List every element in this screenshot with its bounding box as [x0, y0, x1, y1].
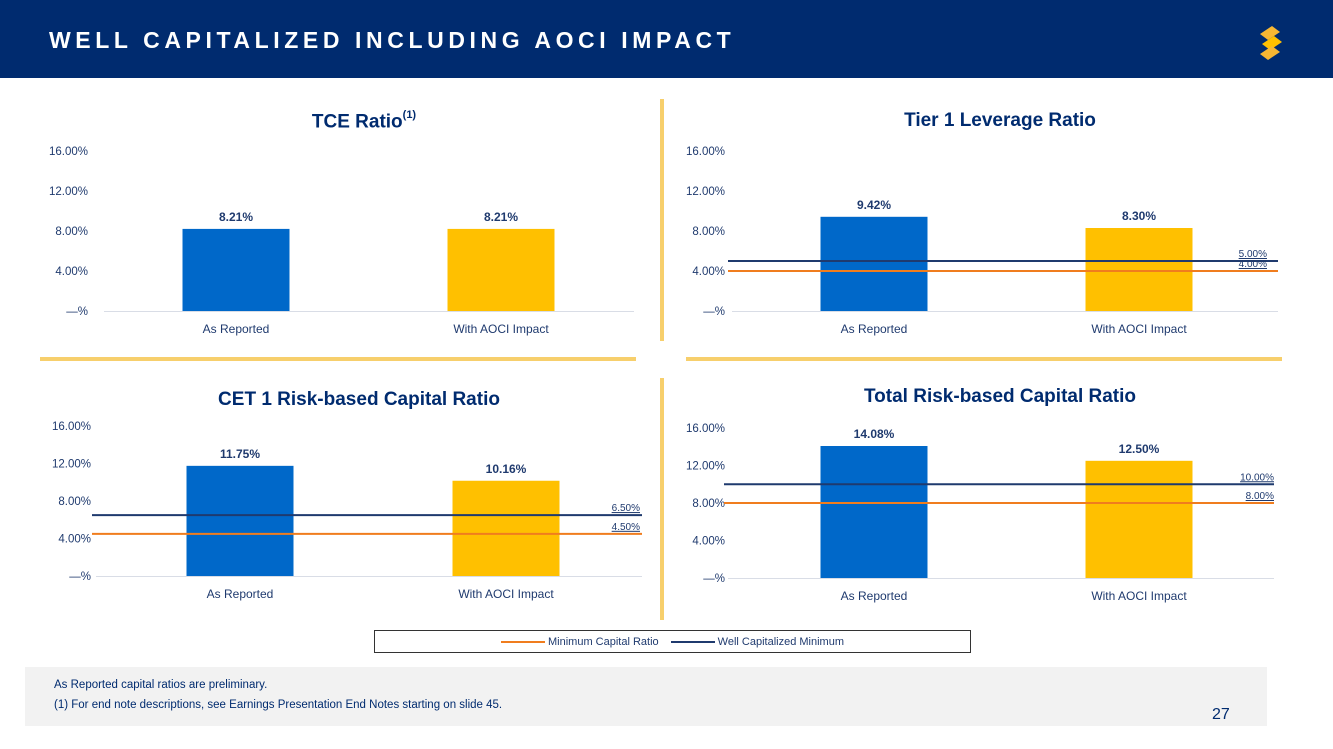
x-tick-label: With AOCI Impact — [1091, 589, 1187, 603]
y-tick-label: 4.00% — [692, 536, 725, 548]
footnote-end-notes: (1) For end note descriptions, see Earni… — [54, 699, 503, 711]
y-tick-label: 16.00% — [686, 146, 725, 158]
x-tick-label: As Reported — [207, 587, 274, 601]
chart-title: Tier 1 Leverage Ratio — [904, 110, 1096, 131]
y-tick-label: —% — [703, 306, 725, 318]
x-tick-label: As Reported — [203, 322, 270, 336]
legend-item-minimum: Minimum Capital Ratio — [501, 636, 659, 648]
y-tick-label: 4.00% — [55, 266, 88, 278]
minimum-capital-label: 8.00% — [1246, 491, 1274, 502]
y-tick-label: 12.00% — [52, 459, 91, 471]
vertical-divider-bottom — [660, 378, 664, 620]
data-label: 14.08% — [854, 427, 895, 441]
footer-notes: As Reported capital ratios are prelimina… — [25, 667, 1267, 726]
chart-plot: —% 4.00% 8.00% 12.00% 16.00% 8.21% As Reported… — [49, 146, 634, 336]
well-capitalized-label: 6.50% — [612, 503, 640, 514]
y-tick-label: —% — [66, 306, 88, 318]
page-title: WELL CAPITALIZED INCLUDING AOCI IMPACT — [49, 27, 736, 53]
y-tick-label: 12.00% — [49, 186, 88, 198]
x-tick-label: With AOCI Impact — [458, 587, 554, 601]
chart-title-footnote: (1) — [402, 109, 417, 121]
total-risk-capital-chart: Total Risk-based Capital Ratio —% 4.00% 8.… — [640, 384, 1280, 634]
bar — [1085, 228, 1193, 311]
header-bar: WELL CAPITALIZED INCLUDING AOCI IMPACT — [0, 0, 1333, 78]
tce-ratio-chart: TCE Ratio(1) —% 4.00% 8.00% 12.00% 16.00% 8.2… — [0, 108, 640, 358]
s-logo-icon — [1260, 26, 1282, 60]
y-tick-label: 8.00% — [58, 496, 91, 508]
legend-items: Minimum Capital Ratio Well Capitalized M… — [375, 631, 970, 652]
legend-item-well-capitalized: Well Capitalized Minimum — [670, 635, 844, 648]
legend-label-well-capitalized: Well Capitalized Minimum — [717, 635, 844, 648]
y-tick-label: —% — [703, 573, 725, 585]
data-label: 10.16% — [486, 462, 527, 476]
bar — [186, 465, 294, 576]
bar — [1085, 460, 1193, 578]
y-tick-label: 8.00% — [55, 226, 88, 238]
well-capitalized-line-swatch — [670, 640, 715, 643]
bar — [820, 216, 928, 311]
y-tick-label: 12.00% — [686, 186, 725, 198]
y-tick-label: 16.00% — [686, 423, 725, 435]
data-label: 8.30% — [1122, 209, 1156, 223]
cet1-capital-chart: CET 1 Risk-based Capital Ratio —% 4.00% 8.… — [0, 384, 642, 634]
y-tick-label: 4.00% — [58, 534, 91, 546]
bar — [820, 446, 928, 578]
data-label: 12.50% — [1119, 442, 1160, 456]
x-tick-label: With AOCI Impact — [453, 322, 549, 336]
y-tick-label: —% — [69, 571, 91, 583]
chart-plot: —% 4.00% 8.00% 12.00% 16.00% 9.42% As Reported… — [686, 146, 1278, 336]
minimum-capital-label: 4.50% — [612, 522, 640, 533]
y-tick-label: 8.00% — [692, 498, 725, 510]
chart-title-text: TCE Ratio — [311, 111, 403, 133]
vertical-divider-top — [660, 99, 664, 341]
horizontal-divider-left — [40, 357, 636, 361]
minimum-capital-label: 4.00% — [1239, 259, 1267, 270]
page-number: 27 — [1212, 706, 1230, 723]
y-tick-label: 16.00% — [49, 146, 88, 158]
chart-plot: —% 4.00% 8.00% 12.00% 16.00% 11.75% As Reporte… — [52, 421, 642, 601]
data-label: 8.21% — [484, 210, 518, 224]
x-tick-label: As Reported — [841, 589, 908, 603]
y-tick-label: 4.00% — [692, 266, 725, 278]
y-tick-label: 8.00% — [692, 226, 725, 238]
bar — [452, 480, 560, 576]
legend: Minimum Capital Ratio Well Capitalized M… — [374, 630, 971, 653]
chart-plot: —% 4.00% 8.00% 12.00% 16.00% 14.08% As Reporte… — [686, 423, 1274, 603]
bar — [182, 228, 290, 311]
data-label: 8.21% — [219, 210, 253, 224]
footnote-preliminary: As Reported capital ratios are prelimina… — [54, 679, 268, 691]
chart-title: TCE Ratio(1) — [44, 109, 684, 133]
chart-title: CET 1 Risk-based Capital Ratio — [218, 389, 500, 410]
chart-title: Total Risk-based Capital Ratio — [863, 386, 1137, 407]
tier1-leverage-chart: Tier 1 Leverage Ratio —% 4.00% 8.00% 12.00%… — [640, 108, 1280, 358]
data-label: 9.42% — [857, 198, 891, 212]
well-capitalized-label: 5.00% — [1239, 249, 1267, 260]
x-tick-label: As Reported — [841, 322, 908, 336]
minimum-line-swatch — [501, 640, 545, 643]
y-tick-label: 12.00% — [686, 461, 725, 473]
legend-label-minimum: Minimum Capital Ratio — [548, 635, 659, 648]
horizontal-divider-right — [686, 357, 1282, 361]
y-tick-label: 16.00% — [52, 421, 91, 433]
x-tick-label: With AOCI Impact — [1091, 322, 1187, 336]
data-label: 11.75% — [220, 447, 260, 461]
bar — [447, 228, 555, 311]
well-capitalized-label: 10.00% — [1240, 472, 1274, 483]
